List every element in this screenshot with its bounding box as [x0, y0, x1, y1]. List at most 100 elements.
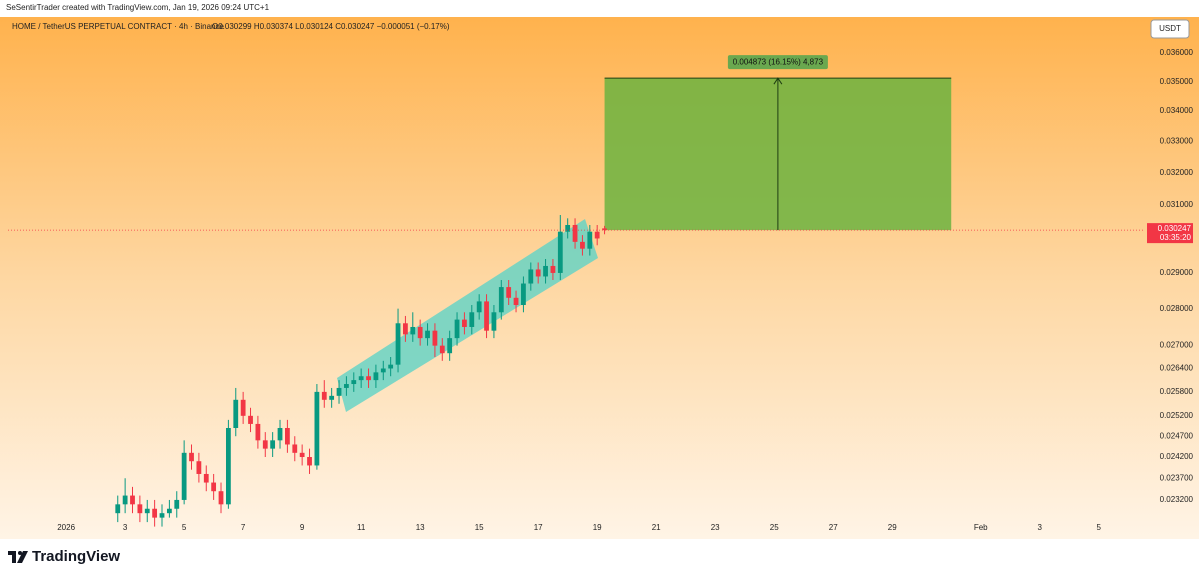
- candle-body: [351, 380, 357, 385]
- y-tick-label: 0.027000: [1160, 341, 1194, 350]
- candle-body: [159, 513, 165, 518]
- ohlc-legend: O0.030299 H0.030374 L0.030124 C0.030247 …: [212, 22, 450, 31]
- candle-body: [535, 269, 541, 277]
- candle-body: [174, 499, 180, 509]
- candle-body: [203, 473, 209, 483]
- x-tick-label: 2026: [57, 523, 75, 532]
- candle-body: [255, 423, 261, 441]
- y-tick-label: 0.036000: [1160, 48, 1194, 57]
- candle-body: [403, 323, 408, 335]
- candle-body: [307, 457, 312, 466]
- candle-body: [218, 491, 224, 505]
- y-tick-label: 0.025800: [1160, 387, 1194, 396]
- candle-body: [462, 319, 467, 327]
- y-tick-label: 0.033000: [1160, 137, 1194, 146]
- y-tick-label: 0.032000: [1160, 168, 1194, 177]
- x-tick-label: 7: [241, 523, 246, 532]
- candle-body: [248, 415, 253, 424]
- x-tick-label: 3: [123, 523, 128, 532]
- x-tick-label: 21: [652, 523, 661, 532]
- x-tick-label: 3: [1038, 523, 1043, 532]
- candle-body: [262, 440, 268, 449]
- x-tick-label: 19: [593, 523, 602, 532]
- candle-body: [373, 372, 379, 381]
- y-tick-label: 0.023700: [1160, 473, 1194, 482]
- price-label: 0.030247: [1158, 224, 1192, 233]
- candle-body: [565, 224, 571, 232]
- y-tick-label: 0.025200: [1160, 411, 1194, 420]
- x-tick-label: 5: [182, 523, 187, 532]
- candle-body: [277, 428, 283, 441]
- candle-body: [476, 301, 482, 313]
- logo-icon: [8, 551, 28, 563]
- x-tick-label: 27: [829, 523, 838, 532]
- candle-body: [366, 376, 371, 381]
- candle-body: [344, 384, 349, 388]
- logo: TradingView: [32, 548, 120, 565]
- candle-body: [321, 391, 327, 400]
- x-tick-label: 25: [770, 523, 779, 532]
- y-tick-label: 0.031000: [1160, 200, 1194, 209]
- target-label-box: [727, 55, 828, 70]
- y-tick-label: 0.026400: [1160, 364, 1194, 373]
- candle-body: [513, 297, 519, 306]
- candle-body: [521, 283, 526, 306]
- candle-body: [144, 508, 150, 514]
- candle-body: [580, 241, 585, 249]
- x-tick-label: Feb: [974, 523, 988, 532]
- candle-body: [439, 345, 445, 354]
- symbol: HOME / TetherUS PERPETUAL CONTRACT · 4h …: [12, 22, 224, 31]
- candle-body: [292, 444, 298, 453]
- candle-body: [454, 319, 460, 339]
- candle-body: [152, 508, 158, 518]
- channel: [337, 219, 598, 412]
- candle-body: [594, 231, 600, 239]
- candle-body: [417, 326, 423, 339]
- candle-body: [336, 387, 342, 396]
- candle-body: [528, 269, 534, 284]
- candle-body: [388, 364, 394, 369]
- x-tick-label: 13: [416, 523, 425, 532]
- x-tick-label: 15: [475, 523, 484, 532]
- target-arrowhead: [773, 77, 783, 85]
- plot-background: [0, 17, 1199, 539]
- candle-body: [602, 228, 607, 231]
- candle-body: [299, 452, 305, 458]
- candle-body: [181, 452, 187, 500]
- x-tick-label: 9: [300, 523, 305, 532]
- candle-body: [447, 338, 453, 354]
- candle-body: [270, 440, 276, 449]
- candle-body: [285, 428, 290, 445]
- candle-body: [557, 231, 563, 273]
- x-tick-label: 23: [711, 523, 720, 532]
- candle-body: [225, 428, 231, 505]
- y-tick-label: 0.024200: [1160, 452, 1194, 461]
- price-label-box: [1147, 223, 1193, 244]
- candle-body: [122, 495, 128, 505]
- x-tick-label: 29: [888, 523, 897, 532]
- currency-box[interactable]: [1150, 19, 1190, 39]
- y-tick-label: 0.023200: [1160, 495, 1194, 504]
- y-tick-label: 0.034000: [1160, 106, 1194, 115]
- x-tick-label: 5: [1097, 523, 1102, 532]
- candle-body: [469, 312, 475, 327]
- x-tick-label: 11: [357, 523, 366, 532]
- candle-body: [506, 287, 512, 298]
- candle-body: [233, 399, 239, 429]
- candle-body: [240, 399, 246, 416]
- candle-body: [432, 330, 438, 346]
- x-tick-label: 17: [534, 523, 543, 532]
- candle-body: [358, 376, 364, 381]
- candle-body: [166, 508, 172, 514]
- candle-body: [329, 395, 335, 400]
- candle-body: [189, 452, 194, 462]
- candle-body: [491, 312, 497, 331]
- candle-body: [484, 301, 489, 331]
- currency[interactable]: USDT: [1159, 24, 1181, 33]
- candle-body: [380, 368, 386, 373]
- candle-body: [543, 265, 548, 277]
- candle-body: [425, 330, 430, 339]
- candle-body: [587, 231, 593, 249]
- candle-body: [410, 326, 416, 335]
